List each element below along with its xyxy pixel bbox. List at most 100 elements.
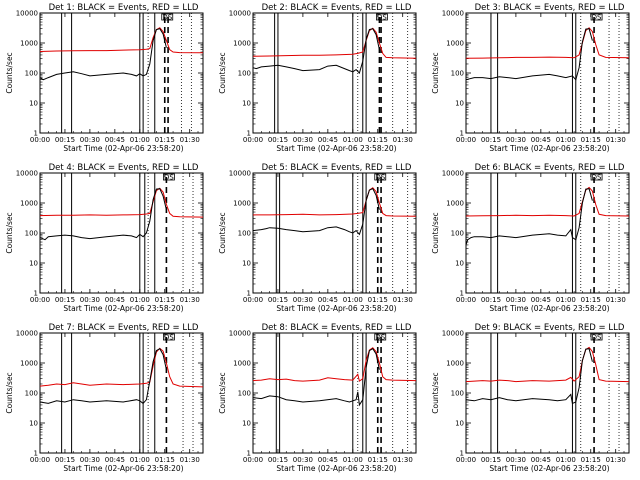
x-tick-label: 01:00 (343, 136, 363, 144)
ds-bracket (376, 13, 388, 21)
x-tick-label: 01:00 (343, 456, 363, 464)
events-series-line (252, 348, 380, 407)
y-axis-label: Counts/sec (431, 372, 440, 413)
x-tick-label: 01:15 (581, 136, 601, 144)
y-tick-label: 1 (34, 450, 38, 458)
lld-series-line (253, 187, 417, 217)
ds-bracket (590, 333, 603, 341)
x-tick-label: 01:00 (130, 296, 150, 304)
chart-panel-4: Det 4: BLACK = Events, RED = LLD 1 10 100 10… (5, 163, 204, 313)
x-tick-label: 01:00 (556, 296, 576, 304)
y-tick-label: 10000 (16, 10, 38, 18)
y-axis-label: Counts/sec (218, 372, 227, 413)
y-tick-label: 100 (238, 230, 251, 238)
events-series-line (39, 28, 167, 81)
chart-panel-5: Det 5: BLACK = Events, RED = LLD 1 10 100 10… (218, 163, 417, 313)
x-tick-label: 00:00 (243, 136, 263, 144)
x-tick-label: 01:30 (606, 296, 626, 304)
x-axis-label: Start Time (02-Apr-06 23:58:20) (489, 464, 609, 473)
x-tick-label: 01:15 (155, 296, 175, 304)
y-tick-label: 1000 (446, 40, 464, 48)
chart-title: Det 8: BLACK = Events, RED = LLD (262, 323, 412, 333)
x-axis-label: Start Time (02-Apr-06 23:58:20) (63, 144, 183, 153)
x-tick-label: 00:15 (268, 456, 288, 464)
y-axis-label: Counts/sec (5, 372, 14, 413)
x-axis-label: Start Time (02-Apr-06 23:58:20) (63, 464, 183, 473)
y-tick-label: 10000 (229, 330, 251, 338)
events-series-line (465, 348, 593, 405)
y-tick-label: 10 (455, 260, 464, 268)
lld-series-line (252, 27, 417, 59)
x-tick-label: 00:00 (243, 296, 263, 304)
x-tick-label: 01:30 (393, 296, 413, 304)
ds-bracket (163, 173, 175, 181)
lld-series-line (39, 347, 204, 388)
y-tick-label: 10000 (229, 170, 251, 178)
ds-bracket-label: DS (164, 174, 174, 182)
chart-panel-1: Det 1: BLACK = Events, RED = LLD 1 10 100 10… (5, 3, 204, 153)
x-axis-label: Start Time (02-Apr-06 23:58:20) (489, 144, 609, 153)
y-tick-label: 1 (247, 130, 251, 138)
y-tick-label: 10000 (16, 330, 38, 338)
plot-frame (252, 332, 417, 454)
x-tick-label: 00:00 (456, 136, 476, 144)
x-tick-label: 00:45 (531, 296, 551, 304)
y-tick-label: 10000 (16, 170, 38, 178)
x-tick-label: 00:30 (80, 456, 100, 464)
x-axis-label: Start Time (02-Apr-06 23:58:20) (276, 144, 396, 153)
plot-frame (39, 332, 204, 454)
y-axis-label: Counts/sec (218, 52, 227, 93)
x-tick-label: 01:15 (155, 136, 175, 144)
events-series-line (252, 28, 380, 74)
y-tick-label: 100 (451, 390, 464, 398)
x-tick-label: 00:45 (318, 456, 338, 464)
lld-series-line (465, 27, 630, 59)
x-tick-label: 00:45 (531, 456, 551, 464)
y-tick-label: 1 (247, 450, 251, 458)
x-axis-label: Start Time (02-Apr-06 23:58:20) (276, 304, 396, 313)
y-tick-label: 1 (34, 130, 38, 138)
x-tick-label: 00:00 (30, 456, 50, 464)
y-tick-label: 100 (238, 390, 251, 398)
x-tick-label: 01:15 (368, 456, 388, 464)
x-tick-label: 00:15 (55, 456, 75, 464)
ds-bracket-label: DS (377, 14, 387, 22)
x-tick-label: 01:00 (343, 296, 363, 304)
y-axis-label: Counts/sec (431, 212, 440, 253)
lld-series-line (465, 346, 630, 383)
x-axis-label: Start Time (02-Apr-06 23:58:20) (276, 464, 396, 473)
ds-bracket (590, 173, 603, 181)
y-tick-label: 1 (247, 290, 251, 298)
ds-bracket-label: DS (592, 174, 602, 182)
y-tick-label: 10 (242, 420, 251, 428)
lld-series-line (39, 27, 204, 54)
y-tick-label: 10 (29, 420, 38, 428)
chart-title: Det 1: BLACK = Events, RED = LLD (49, 3, 199, 13)
events-series-line (39, 348, 167, 405)
y-tick-label: 10 (455, 100, 464, 108)
x-tick-label: 00:00 (30, 296, 50, 304)
x-tick-label: 00:45 (531, 136, 551, 144)
chart-panel-2: Det 2: BLACK = Events, RED = LLD 1 10 100 10… (218, 3, 417, 153)
chart-panel-7: Det 7: BLACK = Events, RED = LLD 1 10 100 10… (5, 323, 204, 473)
chart-panel-6: Det 6: BLACK = Events, RED = LLD 1 10 100 10… (431, 163, 630, 313)
x-tick-label: 00:15 (268, 136, 288, 144)
x-tick-label: 00:15 (55, 136, 75, 144)
chart-title: Det 5: BLACK = Events, RED = LLD (262, 163, 412, 173)
y-tick-label: 10000 (229, 10, 251, 18)
x-tick-label: 00:15 (481, 456, 501, 464)
x-tick-label: 00:00 (456, 296, 476, 304)
ds-bracket-label: DS (162, 14, 172, 22)
y-tick-label: 10 (242, 100, 251, 108)
x-tick-label: 01:30 (393, 456, 413, 464)
y-axis-label: Counts/sec (5, 212, 14, 253)
lld-series-line (465, 186, 630, 217)
x-tick-label: 00:30 (80, 296, 100, 304)
y-tick-label: 10000 (442, 170, 464, 178)
y-tick-label: 10000 (442, 330, 464, 338)
x-tick-label: 00:15 (268, 296, 288, 304)
y-tick-label: 1000 (233, 360, 251, 368)
x-tick-label: 01:30 (606, 456, 626, 464)
y-tick-label: 1000 (20, 200, 38, 208)
